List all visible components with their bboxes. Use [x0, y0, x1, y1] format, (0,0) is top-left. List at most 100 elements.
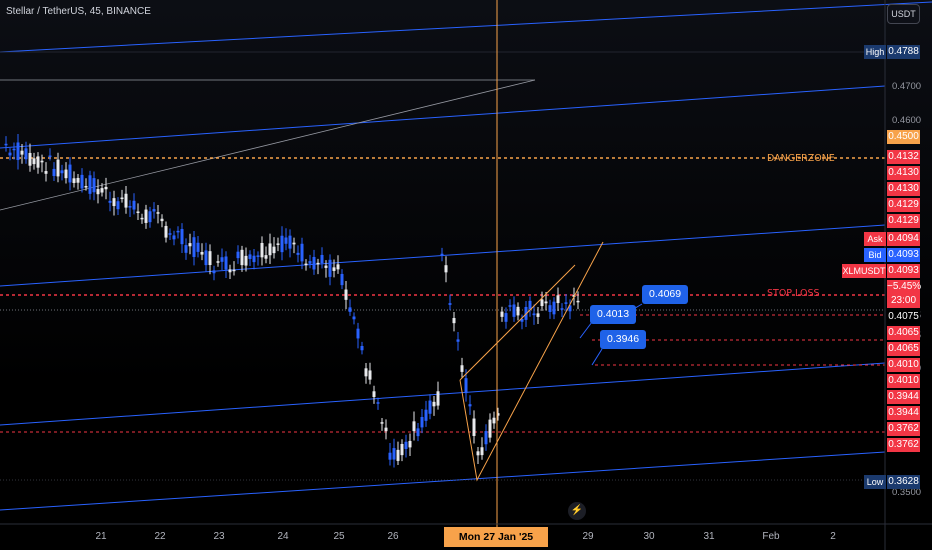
candle-body: [52, 168, 56, 177]
candle-body: [500, 311, 504, 317]
candle-body: [432, 401, 436, 407]
candle-body: [148, 211, 152, 223]
price-tag-value: 0.3944: [887, 390, 920, 404]
lightning-icon[interactable]: ⚡: [568, 502, 586, 520]
candle-body: [248, 254, 252, 259]
date-tick: 31: [703, 531, 715, 542]
currency-button[interactable]: USDT: [887, 4, 920, 24]
price-tag-value: 0.3944: [887, 406, 920, 420]
candle-body: [364, 368, 368, 377]
candle-body: [568, 305, 572, 312]
price-callout-low[interactable]: 0.3946: [600, 330, 647, 349]
candle-body: [40, 160, 44, 163]
candle-body: [116, 201, 120, 210]
candle-body: [348, 307, 352, 312]
stop-loss-label: STOP LOSS: [767, 288, 820, 299]
candle-body: [204, 250, 208, 266]
candle-body: [8, 152, 12, 156]
candle-body: [528, 300, 532, 310]
candle-body: [492, 417, 496, 424]
candle-body: [548, 305, 552, 312]
price-tag-value: 0.4065: [887, 342, 920, 356]
date-tick: 24: [277, 531, 289, 542]
candle-body: [312, 256, 316, 270]
price-tag-label: Bid: [864, 248, 886, 262]
channel-line: [0, 451, 886, 511]
price-tag-value: 0.3762: [887, 438, 920, 452]
candle-body: [328, 259, 332, 277]
candle-body: [152, 209, 156, 212]
channel-line: [0, 1, 932, 53]
date-tick: 21: [95, 531, 107, 542]
price-tag-value: 0.4788: [887, 45, 920, 59]
candle-body: [32, 158, 36, 165]
price-tag-value: 0.4010: [887, 358, 920, 372]
trend-line: [0, 79, 536, 211]
price-tag-value: 0.4500: [887, 130, 920, 144]
candle-body: [504, 313, 508, 322]
price-tag-value: 0.4093: [887, 248, 920, 262]
candle-body: [128, 206, 132, 208]
candle-body: [48, 155, 52, 158]
candle-body: [200, 251, 204, 255]
candle-body: [196, 242, 200, 252]
candle-body: [144, 209, 148, 223]
candle-body: [16, 142, 20, 161]
candle-body: [244, 255, 248, 266]
candle-body: [344, 289, 348, 300]
wedge-line: [459, 241, 604, 482]
date-tick: 26: [387, 531, 399, 542]
date-tick: 2: [830, 531, 836, 542]
candle-body: [216, 261, 220, 263]
candle-body: [512, 304, 516, 317]
candle-body: [296, 252, 300, 255]
candle-body: [316, 262, 320, 265]
channel-line: [0, 85, 886, 149]
price-axis-level: 0.4700: [892, 81, 922, 92]
candle-body: [412, 421, 416, 432]
candle-body: [232, 269, 236, 272]
candle-body: [396, 449, 400, 461]
candle-body: [300, 243, 304, 262]
candle-body: [464, 378, 468, 394]
candle-body: [564, 302, 568, 304]
candle-body: [140, 217, 144, 220]
price-axis-level: 0.4600: [892, 115, 922, 126]
candle-body: [208, 251, 212, 266]
callout-pointer: [579, 321, 593, 339]
danger-zone-label: DANGERZONE: [767, 153, 835, 164]
candle-body: [556, 295, 560, 304]
candle-body: [96, 189, 100, 195]
candle-body: [112, 198, 116, 207]
candle-body: [92, 178, 96, 193]
candle-body: [220, 257, 224, 262]
candle-body: [292, 242, 296, 245]
price-tag-value: 0.4130: [887, 182, 920, 196]
price-callout-mid[interactable]: 0.4013: [590, 305, 637, 324]
candle-body: [368, 370, 372, 380]
candle-body: [72, 178, 76, 183]
candle-body: [20, 150, 24, 155]
candle-body: [236, 251, 240, 259]
symbol-title[interactable]: Stellar / TetherUS, 45, BINANCE: [6, 6, 151, 17]
candle-body: [340, 273, 344, 286]
candle-body: [120, 197, 124, 200]
candle-body: [552, 301, 556, 315]
candle-body: [480, 447, 484, 456]
candle-body: [336, 264, 340, 270]
candle-body: [544, 301, 548, 304]
candle-body: [176, 230, 180, 233]
candle-body: [380, 422, 384, 424]
candle-body: [136, 211, 140, 214]
price-callout-high[interactable]: 0.4069: [642, 285, 689, 304]
candle-body: [304, 263, 308, 266]
date-tick: 25: [333, 531, 345, 542]
candle-body: [88, 175, 92, 194]
candle-body: [540, 299, 544, 307]
crosshair-date-label: Mon 27 Jan '25 15:30: [444, 527, 548, 547]
candle-body: [4, 143, 8, 146]
candle-body: [416, 428, 420, 437]
price-tag-value: 0.3628: [887, 475, 920, 489]
candle-body: [272, 246, 276, 254]
